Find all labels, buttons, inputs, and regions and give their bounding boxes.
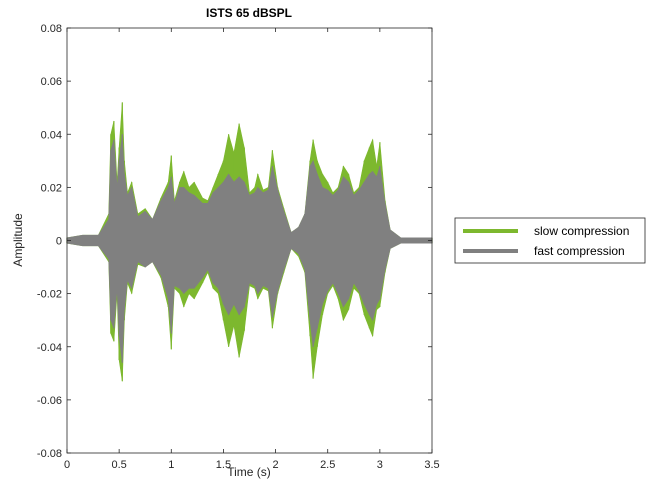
y-tick-label: -0.04	[37, 342, 62, 354]
x-tick-label: 3.5	[424, 459, 439, 471]
x-tick-label: 3	[377, 459, 383, 471]
chart-title: ISTS 65 dBSPL	[206, 6, 292, 20]
y-tick-label: -0.02	[37, 289, 62, 301]
y-tick-label: 0	[56, 236, 62, 248]
x-tick-label: 0	[64, 459, 70, 471]
x-ticks: 0 0.5 1 1.5 2 2.5 3 3.5	[64, 28, 440, 471]
legend-label-slow-compression: slow compression	[534, 224, 629, 238]
y-tick-label: 0.08	[41, 23, 62, 35]
y-tick-label: 0.02	[41, 182, 62, 194]
y-tick-label: -0.08	[37, 448, 62, 460]
y-tick-label: -0.06	[37, 395, 62, 407]
y-ticks: -0.08 -0.06 -0.04 -0.02 0 0.02 0.04 0.06 0.08	[37, 23, 432, 460]
y-tick-label: 0.04	[41, 129, 62, 141]
x-axis-title: Time (s)	[227, 465, 271, 479]
y-axis-title: Amplitude	[11, 213, 25, 267]
x-tick-label: 1.5	[216, 459, 231, 471]
y-tick-label: 0.06	[41, 76, 62, 88]
legend-box	[454, 217, 646, 264]
legend-label-fast-compression: fast compression	[534, 244, 625, 258]
x-tick-label: 2.5	[320, 459, 335, 471]
x-tick-label: 0.5	[111, 459, 126, 471]
x-tick-label: 1	[168, 459, 174, 471]
legend: slow compression fast compression	[454, 217, 646, 264]
x-tick-label: 2	[273, 459, 279, 471]
series-layer	[66, 102, 433, 382]
